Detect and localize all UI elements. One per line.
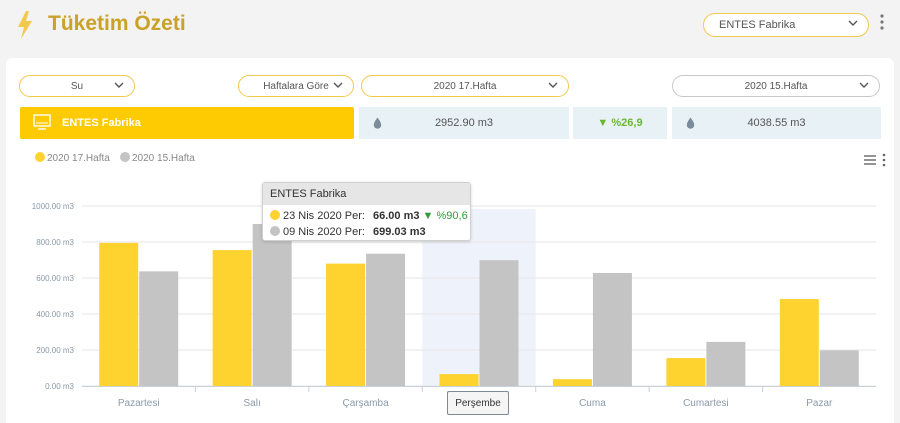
legend-label: 2020 17.Hafta [47,153,110,164]
tooltip-title: ENTES Fabrika [263,183,470,205]
legend-label: 2020 15.Hafta [132,153,195,164]
period-type-label: Haftalara Göre [263,81,329,92]
tooltip-label: 09 Nis 2020 Per: [283,226,365,238]
category-tooltip: Perşembe [447,391,509,415]
compare-value-tile: 4038.55 m3 [672,107,881,139]
y-tick-label: 600.00 m3 [36,274,74,283]
y-tick-label: 0.00 m3 [45,382,74,391]
current-value-tile: 2952.90 m3 [359,107,569,139]
bar-current [552,379,592,386]
change-value: ▼ %26,9 [597,117,643,129]
x-category-label: Cumartesi [683,398,729,409]
chevron-down-icon [114,82,124,88]
site-tile-label: ENTES Fabrika [62,117,141,129]
monitor-icon [33,114,51,130]
chevron-down-icon [848,20,858,26]
kebab-menu-icon[interactable] [881,153,887,167]
legend-dot [120,152,130,162]
page-title: Tüketim Özeti [48,12,186,35]
bar-compare [706,341,746,386]
hamburger-menu-icon[interactable] [864,155,876,165]
bar-current [666,358,706,386]
site-tile[interactable]: ENTES Fabrika [20,107,354,139]
tooltip-row-current: 23 Nis 2020 Per: [270,210,365,222]
x-category-label: Cuma [579,398,606,409]
current-value: 2952.90 m3 [434,117,494,129]
bar-compare [366,253,406,386]
resource-select-label: Su [70,81,84,92]
water-drop-icon [686,117,695,129]
site-select-label: ENTES Fabrika [719,19,796,31]
bar-current [326,263,366,386]
bar-compare [592,272,632,386]
x-category-label: Salı [244,398,261,409]
compare-period-select[interactable]: 2020 15.Hafta [672,75,880,97]
bar-current [779,299,819,386]
site-select[interactable]: ENTES Fabrika [703,13,869,37]
current-period-label: 2020 17.Hafta [433,81,497,92]
y-tick-label: 400.00 m3 [36,310,74,319]
chevron-down-icon [548,82,558,88]
legend-item-current[interactable]: 2020 17.Hafta [35,152,110,164]
y-tick-label: 200.00 m3 [36,346,74,355]
bar-compare [139,271,179,386]
top-bar: Tüketim Özeti ENTES Fabrika [0,0,900,52]
chart-tooltip: ENTES Fabrika 23 Nis 2020 Per: 66.00 m3 … [262,182,471,241]
bar-compare [252,224,292,386]
tooltip-row-compare: 09 Nis 2020 Per: [270,226,365,238]
chevron-down-icon [333,82,343,88]
compare-value: 4038.55 m3 [747,117,806,129]
tooltip-label: 23 Nis 2020 Per: [283,210,365,222]
bar-current [439,374,479,386]
x-category-label: Pazartesi [118,398,160,409]
tooltip-dot [270,210,280,220]
current-period-select[interactable]: 2020 17.Hafta [361,75,569,97]
lightning-icon [18,11,32,39]
tooltip-value-compare: 699.03 m3 [373,226,426,238]
kebab-menu-icon[interactable] [877,12,887,32]
chevron-down-icon [859,82,869,88]
consumption-bar-chart: 0.00 m3 200.00 m3 400.00 m3 600.00 m3 800.00… [32,202,876,409]
tooltip-value: 66.00 m3 [373,210,420,222]
bar-current [212,250,252,386]
x-category-label: Pazar [806,398,833,409]
resource-select[interactable]: Su [19,75,135,97]
y-tick-label: 800.00 m3 [36,238,74,247]
bar-compare [479,260,519,386]
legend-dot [35,152,45,162]
period-type-select[interactable]: Haftalara Göre [238,75,354,97]
tooltip-dot [270,226,280,236]
tooltip-change: ▼ %90,6 [422,210,468,222]
compare-period-label: 2020 15.Hafta [744,81,808,92]
x-category-label: Çarşamba [343,398,390,409]
change-tile: ▼ %26,9 [573,107,667,139]
tooltip-value-current: 66.00 m3 ▼ %90,6 [373,210,468,222]
tooltip-value: 699.03 m3 [373,226,426,238]
y-tick-label: 1000.00 m3 [32,202,75,211]
legend-item-compare[interactable]: 2020 15.Hafta [120,152,195,164]
bar-current [99,242,139,386]
water-drop-icon [373,117,382,129]
bar-compare [819,350,859,386]
